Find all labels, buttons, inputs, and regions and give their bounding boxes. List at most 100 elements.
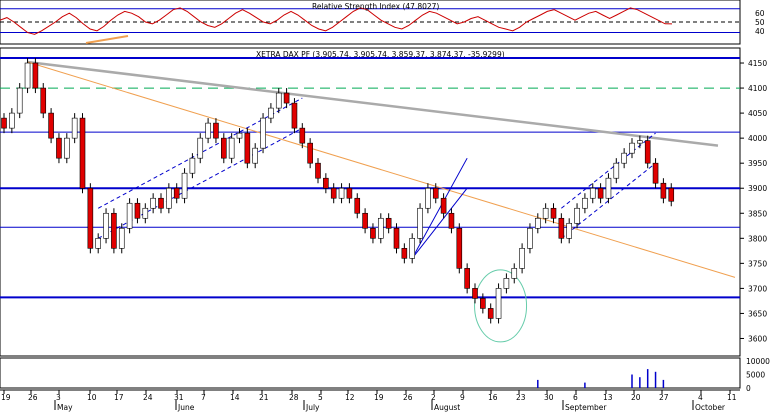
candle [299, 127, 306, 144]
price-tick-label: 4100 [748, 84, 767, 93]
x-day-label: 31 [174, 393, 184, 402]
candle [181, 172, 188, 199]
candle [56, 137, 62, 159]
candle [283, 92, 290, 104]
price-tick-label: 3750 [748, 259, 767, 268]
candle [370, 227, 376, 239]
candle [64, 137, 70, 159]
candle [189, 157, 196, 174]
candle [401, 248, 408, 259]
candle [644, 140, 651, 164]
candle [228, 137, 235, 159]
x-day-label: 5 [318, 393, 323, 402]
price-tick-label: 3600 [748, 334, 767, 343]
candle [440, 197, 447, 214]
x-month-label: August [434, 403, 460, 412]
candle [503, 278, 510, 289]
candle [221, 137, 227, 159]
x-day-label: 9 [460, 393, 465, 402]
x-day-label: 11 [727, 393, 737, 402]
rsi-line [0, 7, 673, 35]
gray-resistance-trendline [27, 60, 719, 147]
wedge-line [411, 187, 468, 259]
volume-panel [0, 357, 741, 389]
candle [40, 87, 47, 114]
candle [542, 207, 549, 219]
candle [550, 207, 557, 219]
candle [527, 227, 533, 249]
price-tick-label: 4150 [748, 59, 767, 68]
candle [409, 238, 416, 259]
volume-tick-label: 10000 [746, 357, 770, 366]
candle [244, 132, 251, 164]
price-tick-label: 3650 [748, 309, 767, 318]
x-month-label: May [57, 403, 73, 412]
candle [566, 222, 573, 239]
candle [268, 107, 274, 119]
candle [173, 187, 180, 199]
price-title: XETRA DAX PF (3,905.74, 3,905.74, 3,859.… [256, 50, 505, 59]
candle [582, 197, 588, 209]
candle [519, 248, 525, 269]
candle [48, 112, 54, 139]
price-panel [0, 47, 741, 357]
price-tick-label: 3850 [748, 209, 767, 218]
candle [597, 187, 604, 199]
candle [24, 62, 31, 89]
candle [95, 238, 101, 249]
candle [652, 162, 659, 184]
x-month-label: June [177, 403, 195, 412]
candle [417, 207, 423, 239]
x-day-label: 26 [403, 393, 413, 402]
x-day-label: 30 [544, 393, 554, 402]
candle [291, 102, 298, 129]
candle [1, 117, 7, 129]
candle [425, 187, 431, 209]
candle [464, 268, 470, 289]
price-tick-label: 3800 [748, 234, 767, 243]
volume-tick-label: 5000 [746, 371, 765, 380]
candle [534, 217, 541, 229]
rsi-tick-label: 60 [755, 9, 765, 18]
x-day-label: 24 [143, 393, 153, 402]
x-day-label: 4 [698, 393, 703, 402]
rsi-title: Relative Strength Index (47.8027) [312, 2, 439, 11]
wedge-line [411, 157, 468, 259]
candle [480, 298, 486, 309]
price-tick-label: 4000 [748, 134, 767, 143]
candle [629, 142, 635, 154]
x-day-label: 6 [573, 393, 578, 402]
candle [377, 217, 384, 239]
candle [142, 207, 149, 219]
candle [605, 177, 612, 199]
candle [346, 187, 353, 199]
x-month-label: October [695, 403, 726, 412]
orange-trendline [27, 61, 736, 278]
price-tick-label: 3950 [748, 159, 767, 168]
candle [236, 132, 243, 139]
candle [134, 202, 141, 219]
candle [330, 187, 337, 199]
candle [205, 122, 211, 139]
candle [166, 187, 172, 209]
x-day-label: 28 [289, 393, 299, 402]
candle [213, 122, 219, 139]
candle [456, 227, 463, 269]
candle [118, 227, 125, 249]
x-day-label: 19 [1, 393, 11, 402]
candle [9, 112, 15, 129]
candle [668, 187, 675, 202]
candle [158, 197, 164, 209]
x-day-label: 21 [259, 393, 269, 402]
candle [103, 212, 109, 239]
price-tick-label: 4050 [748, 109, 767, 118]
candle [323, 177, 329, 189]
x-day-label: 20 [631, 393, 641, 402]
candle [448, 212, 455, 229]
candle [511, 268, 518, 279]
candle [315, 162, 321, 179]
volume-tick-label: 0 [746, 384, 751, 393]
x-day-label: 19 [374, 393, 384, 402]
candle [275, 92, 282, 109]
